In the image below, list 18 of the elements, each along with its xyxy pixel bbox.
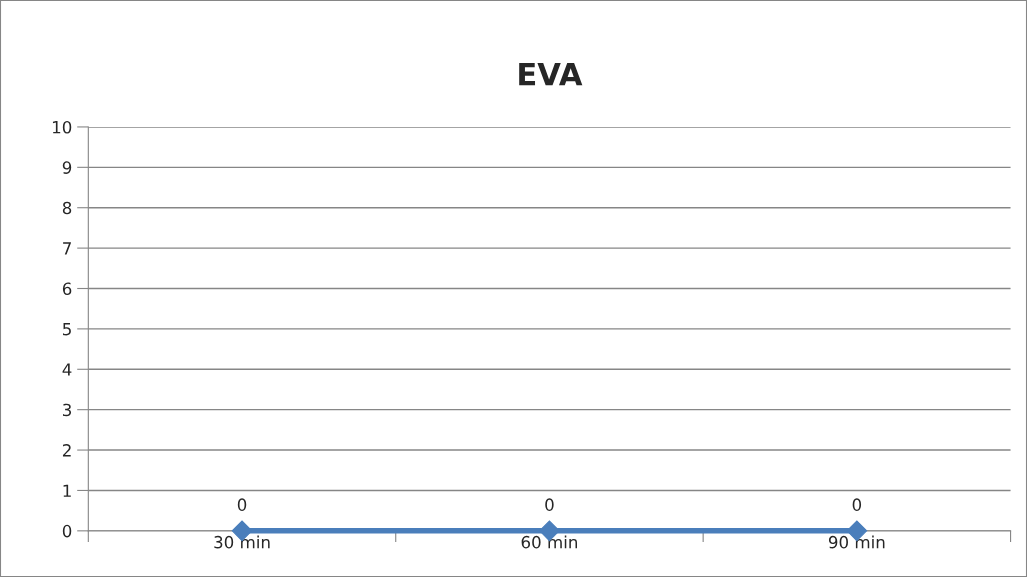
y-tick-label: 6	[62, 282, 72, 296]
x-tick-label: 60 min	[521, 535, 577, 549]
data-label: 0	[545, 498, 554, 511]
x-tick-label: 90 min	[828, 535, 885, 549]
y-tick-label: 7	[63, 242, 71, 255]
y-tick-label: 9	[62, 161, 72, 174]
y-tick-label: 0	[62, 524, 72, 538]
y-tick-label: 8	[62, 201, 72, 215]
x-tick-label: 30 min	[214, 535, 270, 549]
y-tick-label: 3	[63, 403, 72, 417]
chart-title: EVA	[519, 63, 583, 86]
y-tick-label: 1	[63, 484, 71, 497]
y-tick-label: 10	[52, 120, 72, 134]
y-tick-label: 2	[62, 444, 71, 457]
data-label: 0	[852, 498, 862, 511]
y-tick-label: 5	[63, 323, 71, 336]
data-label: 0	[237, 498, 247, 511]
y-tick-label: 4	[62, 363, 72, 376]
